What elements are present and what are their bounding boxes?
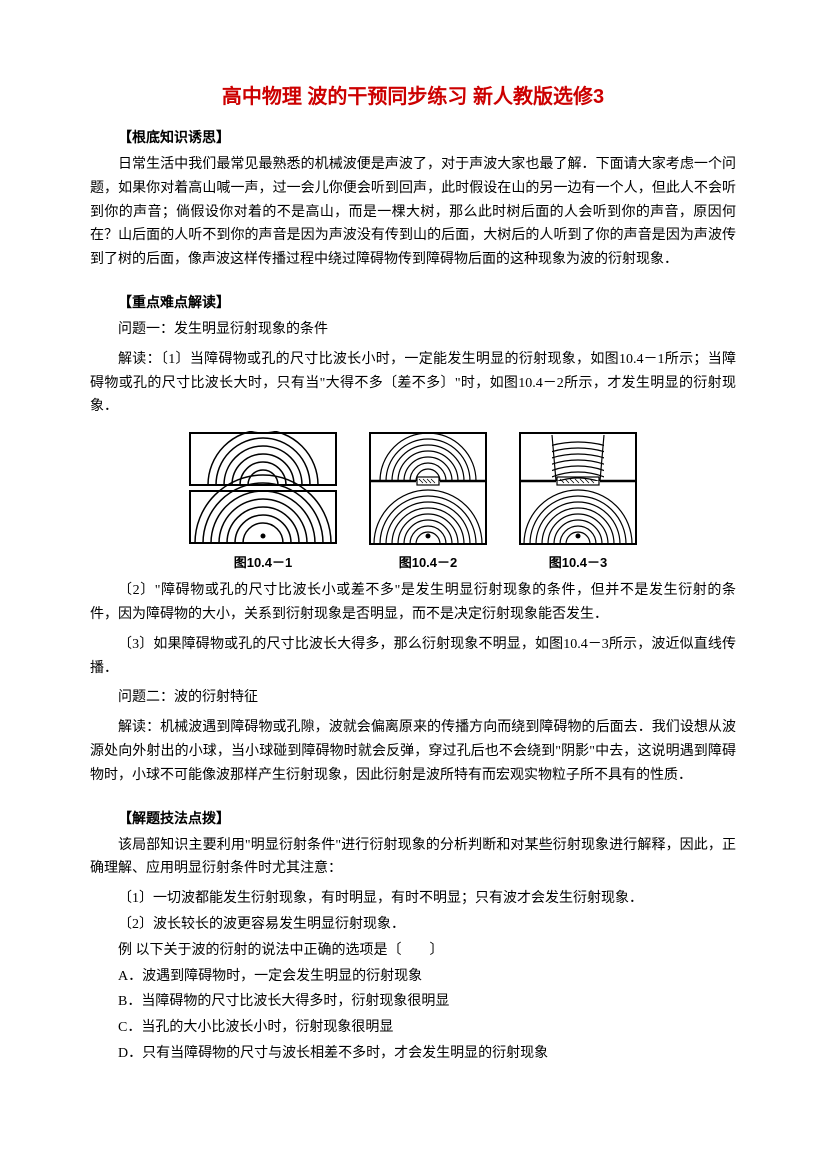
option-b: B．当障碍物的尺寸比波长大得多时，衍射现象很明显	[90, 990, 736, 1014]
q1-title: 问题一：发生明显衍射现象的条件	[90, 318, 736, 342]
figure-1: 图10.4－1	[188, 431, 338, 571]
section3-para1: 该局部知识主要利用"明显衍射条件"进行衍射现象的分析判断和对某些衍射现象进行解释…	[90, 834, 736, 882]
section3-header: 【解题技法点拨】	[90, 808, 736, 828]
section3-point1: 〔1〕一切波都能发生衍射现象，有时明显，有时不明显；只有波才会发生衍射现象．	[90, 887, 736, 911]
section3-point2: 〔2〕波长较长的波更容易发生明显衍射现象．	[90, 913, 736, 937]
figure-3: 图10.4－3	[518, 431, 638, 571]
figure-3-caption: 图10.4－3	[549, 552, 608, 571]
q1-para1: 解读：〔1〕当障碍物或孔的尺寸比波长小时，一定能发生明显的衍射现象，如图10.4…	[90, 348, 736, 419]
q1-para2: 〔2〕"障碍物或孔的尺寸比波长小或差不多"是发生明显衍射现象的条件，但并不是发生…	[90, 579, 736, 627]
option-c: C．当孔的大小比波长小时，衍射现象很明显	[90, 1016, 736, 1040]
figures-row: 图10.4－1	[90, 431, 736, 571]
q1-para3: 〔3〕如果障碍物或孔的尺寸比波长大得多，那么衍射现象不明显，如图10.4－3所示…	[90, 633, 736, 681]
figure-1-caption: 图10.4－1	[234, 552, 293, 571]
figure-2: 图10.4－2	[368, 431, 488, 571]
section2-header: 【重点难点解读】	[90, 292, 736, 312]
example-stem: 例 以下关于波的衍射的说法中正确的选项是〔 〕	[90, 939, 736, 963]
document-title: 高中物理 波的干预同步练习 新人教版选修3	[90, 80, 736, 109]
q2-para1: 解读：机械波遇到障碍物或孔隙，波就会偏离原来的传播方向而绕到障碍物的后面去．我们…	[90, 716, 736, 787]
option-d: D．只有当障碍物的尺寸与波长相差不多时，才会发生明显的衍射现象	[90, 1042, 736, 1066]
section1-header: 【根底知识诱思】	[90, 127, 736, 147]
option-a: A．波遇到障碍物时，一定会发生明显的衍射现象	[90, 965, 736, 989]
section1-para1: 日常生活中我们最常见最熟悉的机械波便是声波了，对于声波大家也最了解．下面请大家考…	[90, 153, 736, 272]
figure-2-caption: 图10.4－2	[399, 552, 458, 571]
q2-title: 问题二：波的衍射特征	[90, 686, 736, 710]
